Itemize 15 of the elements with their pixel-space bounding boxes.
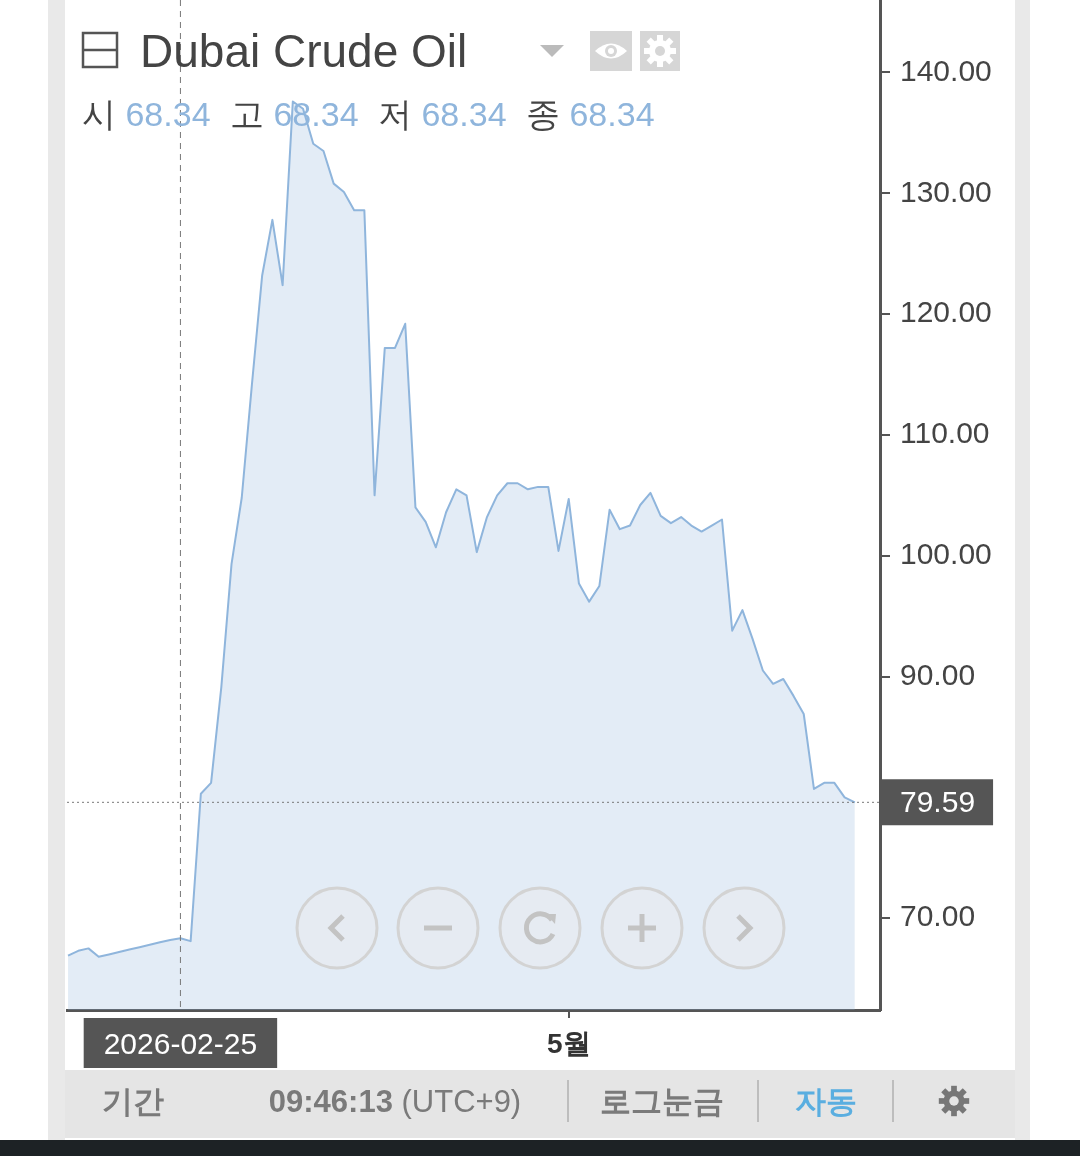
x-tick-label: 5월 [546, 1027, 591, 1059]
x-tick-label: 2026-02-25 [103, 1027, 258, 1061]
text: 09:46:13 (UTC+9) [268, 1084, 522, 1119]
y-tick-label: 140.00 [900, 53, 992, 87]
y-tick-label: 70.00 [900, 899, 976, 933]
y-tick-label: 120.00 [900, 295, 992, 329]
y-tick-label: 130.00 [900, 174, 992, 208]
y-tick-label: 110.00 [900, 416, 990, 450]
text: 로그눈금 [600, 1084, 724, 1119]
y-tick-label: 90.00 [900, 657, 976, 691]
text: 자동 [795, 1084, 857, 1119]
text: 기간 [102, 1084, 164, 1119]
ref-line-label: 79.59 [900, 784, 976, 818]
text: Dubai Crude Oil [140, 25, 468, 77]
y-tick-label: 100.00 [900, 537, 992, 571]
